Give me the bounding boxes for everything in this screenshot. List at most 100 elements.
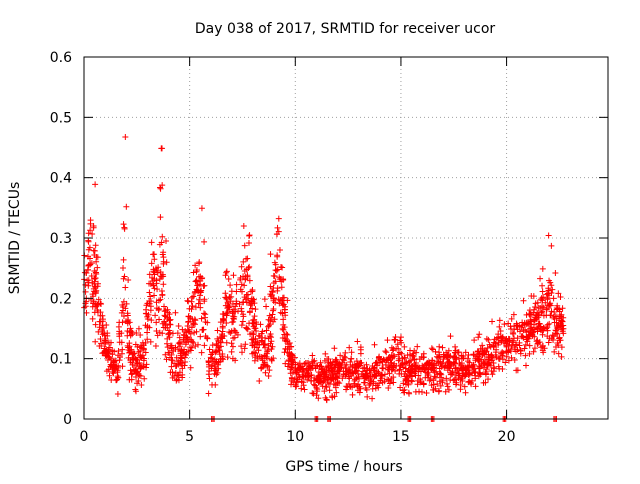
data-point	[195, 273, 202, 280]
data-point	[387, 378, 394, 385]
data-point	[118, 339, 125, 346]
data-point	[300, 373, 307, 380]
data-point	[119, 302, 126, 309]
data-point	[436, 343, 443, 350]
data-point	[143, 361, 150, 368]
data-point	[169, 369, 176, 376]
data-point	[141, 375, 148, 382]
data-point	[214, 335, 221, 342]
data-point	[527, 311, 534, 318]
data-point	[509, 329, 516, 336]
data-point	[501, 321, 508, 328]
data-point	[169, 357, 176, 364]
data-point	[528, 318, 535, 325]
data-point	[323, 366, 330, 373]
data-point	[454, 366, 461, 373]
data-point	[242, 341, 249, 348]
data-point	[454, 349, 461, 356]
data-point	[304, 376, 311, 383]
data-point	[85, 279, 92, 286]
x-tick-label: 10	[286, 429, 304, 445]
data-point	[465, 379, 472, 386]
data-point	[334, 370, 341, 377]
data-point	[180, 336, 187, 343]
data-point	[512, 341, 519, 348]
data-point	[501, 339, 508, 346]
data-point	[208, 365, 215, 372]
data-point	[403, 359, 410, 366]
grid	[84, 57, 608, 419]
data-point	[238, 281, 245, 288]
data-point	[179, 365, 186, 372]
data-point	[366, 366, 373, 373]
data-point	[252, 306, 259, 313]
data-point	[89, 231, 96, 238]
data-point	[173, 354, 180, 361]
data-point	[353, 375, 360, 382]
data-point	[217, 356, 224, 363]
data-point	[142, 349, 149, 356]
data-point	[90, 298, 97, 305]
data-point	[284, 349, 291, 356]
data-point	[255, 347, 262, 354]
data-point	[184, 334, 191, 341]
data-point	[88, 260, 95, 267]
data-point	[475, 373, 482, 380]
data-point	[137, 353, 144, 360]
data-point	[312, 382, 319, 389]
data-point	[182, 328, 189, 335]
data-point	[85, 261, 92, 268]
data-point	[239, 299, 246, 306]
data-point	[233, 288, 240, 295]
data-point	[263, 350, 270, 357]
data-point	[137, 364, 144, 371]
data-point	[275, 215, 282, 222]
data-point	[209, 381, 216, 388]
data-point	[535, 340, 542, 347]
data-point	[511, 335, 518, 342]
data-point	[491, 336, 498, 343]
data-point	[128, 328, 135, 335]
data-point	[534, 299, 541, 306]
data-point	[276, 247, 283, 254]
data-point	[514, 346, 521, 353]
data-point	[110, 359, 117, 366]
data-point	[122, 305, 129, 312]
data-point	[383, 349, 390, 356]
data-point	[523, 334, 530, 341]
data-point	[553, 330, 560, 337]
data-point	[482, 370, 489, 377]
data-point	[159, 292, 166, 299]
data-point	[153, 267, 160, 274]
data-point	[295, 365, 302, 372]
data-point	[138, 381, 145, 388]
data-point	[185, 318, 192, 325]
data-point	[379, 379, 386, 386]
data-point	[426, 360, 433, 367]
data-point	[151, 285, 158, 292]
data-point	[205, 390, 212, 397]
data-point	[114, 373, 121, 380]
data-point	[194, 282, 201, 289]
data-point	[492, 349, 499, 356]
data-point	[270, 318, 277, 325]
data-point	[457, 386, 464, 393]
data-point	[485, 336, 492, 343]
data-point	[348, 349, 355, 356]
data-point	[92, 242, 99, 249]
data-point	[119, 319, 126, 326]
data-point	[84, 267, 91, 274]
data-point	[127, 367, 134, 374]
data-point	[398, 370, 405, 377]
data-point	[126, 349, 133, 356]
data-point	[89, 291, 96, 298]
data-point	[550, 333, 557, 340]
data-point	[93, 287, 100, 294]
data-point	[164, 335, 171, 342]
data-point	[130, 356, 137, 363]
data-point	[439, 344, 446, 351]
data-point	[201, 310, 208, 317]
data-point	[277, 263, 284, 270]
data-point	[351, 380, 358, 387]
data-point	[523, 362, 530, 369]
